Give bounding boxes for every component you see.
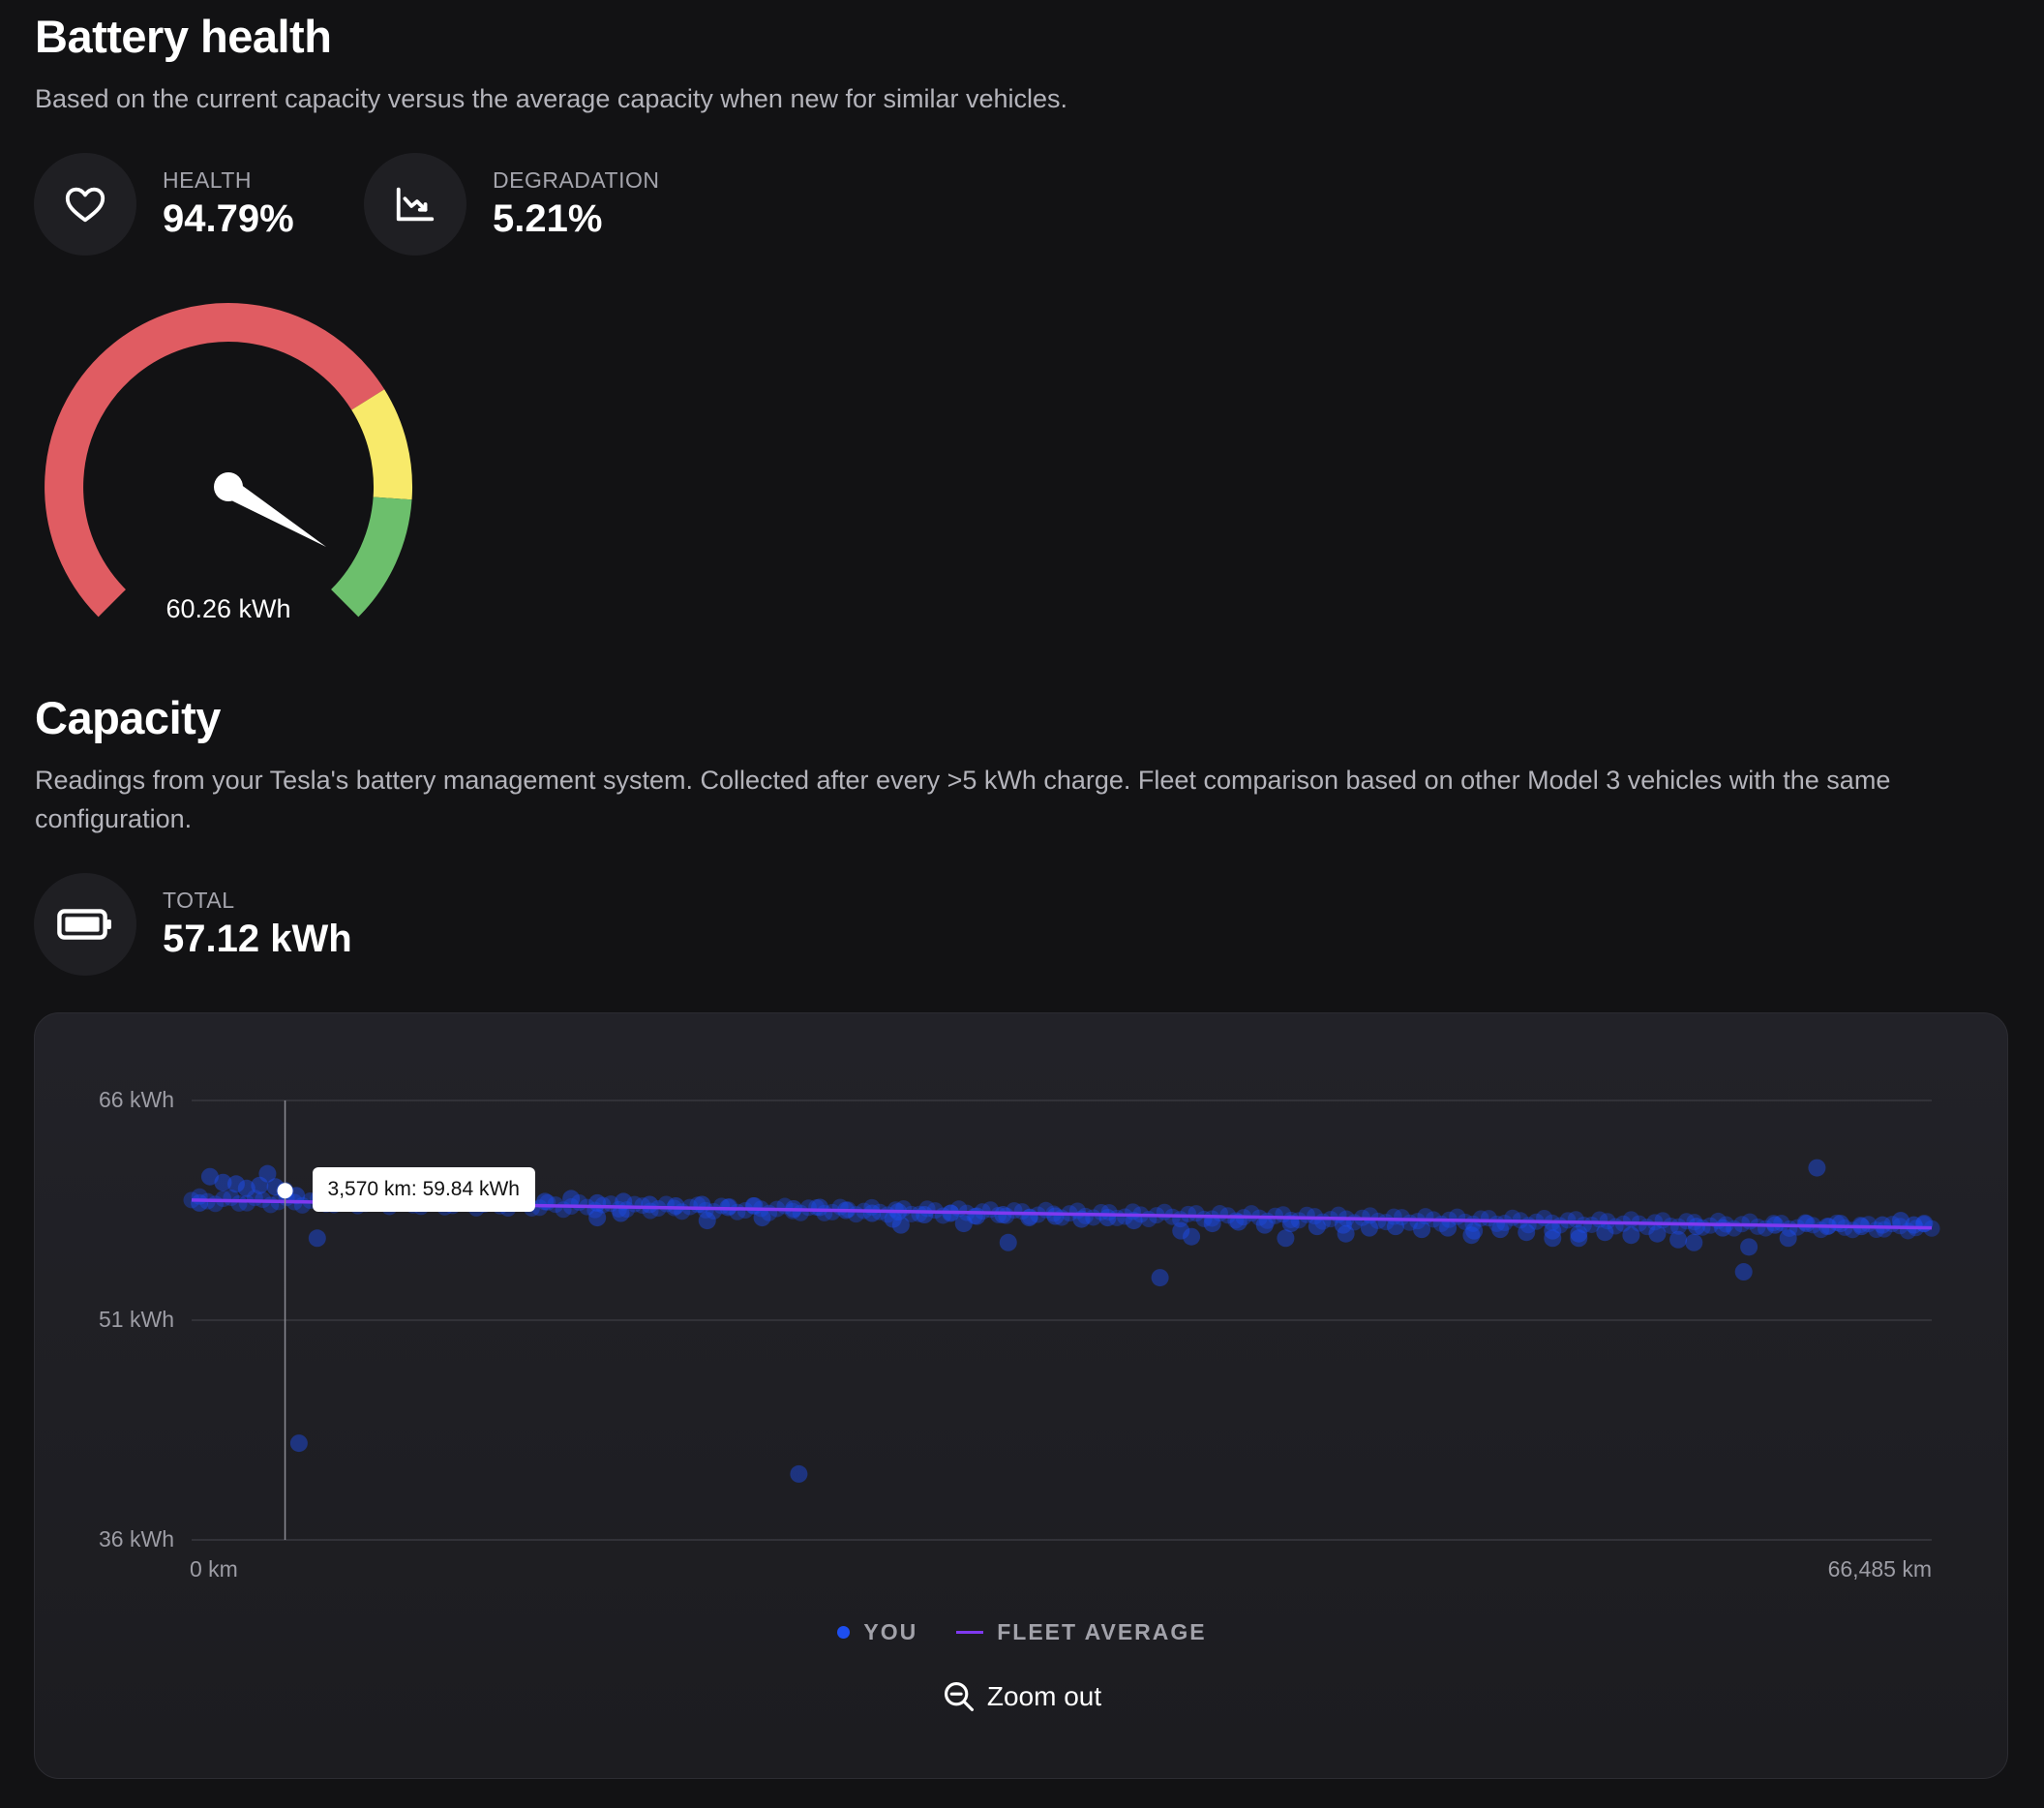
total-icon-circle [34,873,136,976]
trending-down-icon [396,187,435,222]
y-tick-label: 51 kWh [99,1307,174,1332]
health-label: HEALTH [163,167,253,193]
legend-item-you[interactable]: YOU [837,1619,917,1645]
battery-health-title: Battery health [35,11,332,62]
degradation-value: 5.21% [493,197,603,240]
y-tick-label: 36 kWh [99,1526,174,1552]
capacity-chart-card [34,1012,2008,1779]
gauge-needle [214,472,326,547]
gauge-arc-low [45,303,385,618]
total-stat: TOTAL 57.12 kWh [34,873,352,976]
legend-label-you: YOU [863,1619,918,1644]
zoom-out-wrap: Zoom out [0,1680,2044,1713]
health-value: 94.79% [163,197,294,240]
battery-icon [57,909,111,940]
total-value: 57.12 kWh [163,918,352,960]
zoom-out-icon [944,1681,974,1712]
zoom-out-button[interactable]: Zoom out [943,1680,1101,1713]
chart-tooltip: 3,570 km: 59.84 kWh [312,1167,535,1213]
y-tick-label: 66 kWh [99,1087,174,1112]
x-tick-label: 66,485 km [1827,1556,1932,1582]
degradation-label: DEGRADATION [493,167,660,193]
legend-item-fleet[interactable]: FLEET AVERAGE [956,1619,1206,1645]
gauge-arc-high [330,497,412,618]
health-icon-circle [34,153,136,256]
gauge-arc-mid [350,389,413,500]
legend-label-fleet: FLEET AVERAGE [997,1619,1207,1644]
x-tick-label: 0 km [190,1556,238,1582]
zoom-out-label: Zoom out [986,1681,1102,1711]
heart-icon [65,187,105,223]
total-label: TOTAL [163,888,235,913]
battery-health-description: Based on the current capacity versus the… [35,84,1068,113]
gauge-arc [45,303,413,618]
gauge-value-label: 60.26 kWh [165,594,291,623]
degradation-stat: DEGRADATION 5.21% [364,153,659,256]
capacity-title: Capacity [35,692,221,743]
chart-legend: YOU FLEET AVERAGE [0,1619,2044,1645]
legend-dot-icon [837,1626,851,1639]
legend-line-icon [956,1631,984,1634]
health-stat: HEALTH 94.79% [34,153,294,256]
battery-health-gauge [45,303,413,618]
degradation-icon-circle [364,153,466,256]
capacity-description: Readings from your Tesla's battery manag… [35,766,1891,833]
